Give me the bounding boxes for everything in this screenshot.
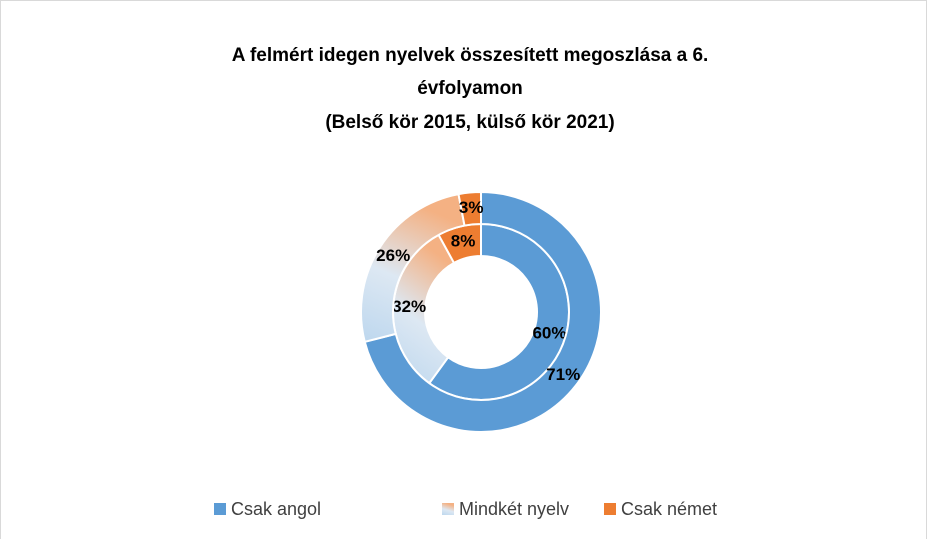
data-label: 71% <box>546 365 580 384</box>
legend-label: Mindkét nyelv <box>459 499 569 519</box>
legend-label: Csak angol <box>231 499 321 519</box>
chart-title: évfolyamon <box>417 78 523 99</box>
legend-swatch <box>214 503 226 515</box>
data-label: 8% <box>451 232 476 251</box>
data-label: 32% <box>392 297 426 316</box>
data-label: 60% <box>532 324 566 343</box>
doughnut-segment <box>363 190 602 433</box>
legend-label: Csak német <box>621 499 717 519</box>
doughnut-segment <box>457 190 482 227</box>
legend-swatch <box>604 503 616 515</box>
chart-subtitle: (Belső kör 2015, külső kör 2021) <box>325 112 614 133</box>
data-label: 26% <box>376 246 410 265</box>
legend-swatch <box>442 503 454 515</box>
chart-title: A felmért idegen nyelvek összesített meg… <box>232 45 709 66</box>
data-label: 3% <box>459 198 484 217</box>
